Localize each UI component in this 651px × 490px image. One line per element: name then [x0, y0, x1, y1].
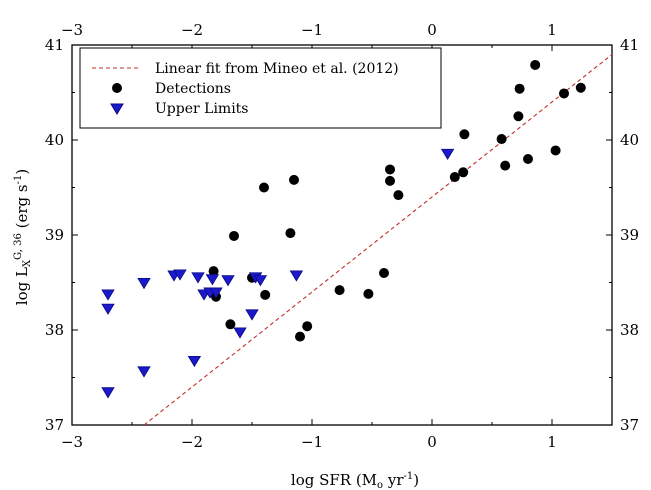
- detection-point: [289, 174, 299, 185]
- upper-limits-series: [101, 148, 455, 399]
- detection-point: [575, 82, 586, 93]
- y-tick-labels-right: 37 38 39 40 41: [620, 36, 639, 434]
- detection-point: [260, 289, 271, 300]
- x-tick-label: 0: [427, 433, 437, 451]
- upper-limit-point: [209, 287, 223, 299]
- x-tick-label-top: −2: [181, 21, 203, 39]
- detections-series: [208, 59, 586, 342]
- upper-limit-point: [289, 270, 304, 282]
- x-tick-labels-bottom: −3 −2 −1 0 1: [61, 433, 557, 451]
- detection-point: [229, 230, 239, 241]
- detection-point: [385, 175, 395, 186]
- legend-detections-swatch: [112, 83, 122, 93]
- upper-limit-point: [221, 275, 235, 287]
- detection-point: [459, 129, 470, 140]
- upper-limit-point: [137, 278, 151, 290]
- detection-point: [385, 164, 395, 175]
- x-tick-label: 1: [547, 433, 557, 451]
- detection-point: [363, 288, 374, 299]
- y-tick-label-right: 38: [620, 321, 639, 339]
- y-tick-label: 40: [45, 131, 64, 149]
- legend: Linear fit from Mineo et al. (2012) Dete…: [79, 47, 442, 129]
- y-tick-label: 38: [45, 321, 64, 339]
- legend-label-detections: Detections: [155, 81, 231, 97]
- fit-line: [143, 54, 613, 426]
- x-axis-label: log SFR (Mo yr-1): [291, 471, 419, 490]
- detection-point: [302, 321, 313, 332]
- detection-point: [496, 134, 507, 145]
- y-tick-label-right: 40: [620, 131, 639, 149]
- upper-limit-point: [137, 366, 151, 378]
- detection-point: [559, 88, 569, 99]
- detection-point: [449, 172, 460, 183]
- y-tick-label-right: 39: [620, 226, 639, 244]
- y-tick-label: 39: [45, 226, 64, 244]
- detection-point: [285, 228, 296, 239]
- legend-label-fit: Linear fit from Mineo et al. (2012): [155, 61, 399, 77]
- y-tick-label-right: 37: [620, 416, 639, 434]
- detection-point: [500, 160, 511, 171]
- detection-point: [513, 111, 524, 122]
- x-tick-label-top: −1: [301, 21, 323, 39]
- detection-point: [530, 59, 541, 70]
- detection-point: [379, 268, 389, 278]
- upper-limit-point: [440, 148, 455, 161]
- upper-limit-point: [173, 269, 187, 281]
- y-tick-label: 37: [45, 416, 64, 434]
- detection-point: [334, 285, 345, 296]
- y-tick-label: 41: [45, 36, 64, 54]
- upper-limit-point: [101, 289, 115, 301]
- detection-point: [523, 154, 533, 164]
- detection-point: [393, 190, 404, 201]
- x-tick-label-top: 1: [547, 21, 557, 39]
- upper-limit-point: [187, 355, 202, 368]
- legend-upper-limits-swatch: [110, 103, 124, 115]
- x-tick-label-top: −3: [61, 21, 83, 39]
- legend-label-upper-limits: Upper Limits: [155, 101, 249, 117]
- x-tick-labels-top: −3 −2 −1 0 1: [61, 21, 557, 39]
- x-tick-label: −3: [61, 433, 83, 451]
- x-tick-label: −2: [181, 433, 203, 451]
- upper-limit-point: [233, 327, 247, 339]
- detection-point: [259, 182, 269, 193]
- legend-box: [79, 47, 442, 129]
- upper-limit-point: [245, 309, 259, 321]
- detection-point: [514, 83, 525, 94]
- detection-point: [208, 266, 219, 277]
- upper-limit-point: [253, 275, 268, 287]
- detection-point: [458, 167, 469, 178]
- y-tick-labels-left: 37 38 39 40 41: [45, 36, 64, 434]
- x-tick-label: −1: [301, 433, 323, 451]
- x-tick-label-top: 0: [427, 21, 437, 39]
- upper-limit-point: [191, 272, 205, 284]
- detection-point: [295, 331, 305, 342]
- upper-limit-point: [101, 387, 115, 399]
- y-axis-label: log LXG, 36 (erg s-1): [13, 169, 33, 305]
- upper-limit-point: [205, 274, 220, 286]
- detection-point: [225, 319, 236, 330]
- y-tick-label-right: 41: [620, 36, 639, 54]
- upper-limit-point: [101, 303, 115, 315]
- detection-point: [550, 145, 561, 156]
